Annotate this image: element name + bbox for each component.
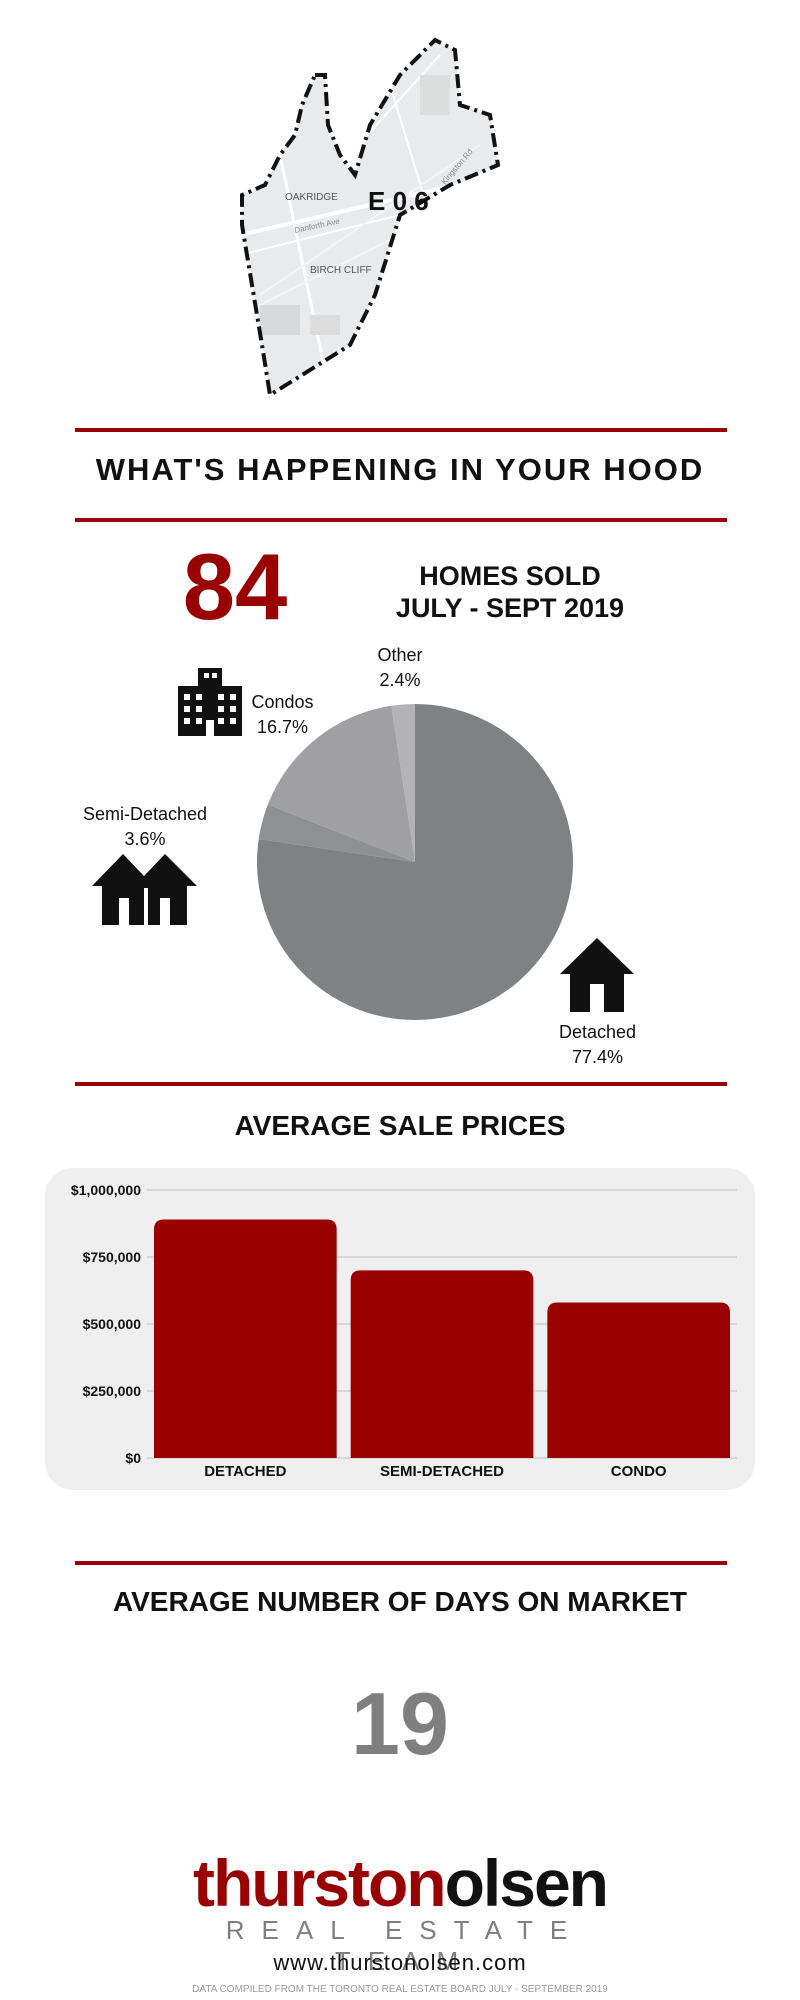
divider-prices (75, 1082, 727, 1086)
y-tick-label: $0 (125, 1450, 141, 1466)
headline: WHAT'S HAPPENING IN YOUR HOOD (95, 452, 705, 487)
pie-label-detached-name: Detached (558, 1022, 637, 1042)
home-type-pie-chart (257, 704, 573, 1020)
y-tick-label: $500,000 (83, 1316, 142, 1332)
pie-label-condos-pct: 16.7% (256, 717, 309, 738)
pie-label-other: Other 2.4% (360, 643, 440, 693)
y-tick-label: $1,000,000 (71, 1182, 141, 1198)
detached-house-icon (560, 938, 634, 1012)
pie-label-condos: Condos 16.7% (245, 690, 320, 740)
logo: thurstonolsen (0, 1850, 800, 1916)
divider-days (75, 1561, 727, 1565)
x-tick-label: DETACHED (204, 1463, 286, 1480)
homes-sold-count: 84 (182, 534, 288, 639)
homes-sold-period: JULY - SEPT 2019 (395, 593, 625, 623)
pie-slice-other (391, 704, 415, 862)
pie-label-other-pct: 2.4% (379, 670, 421, 691)
district-code: E 0 6 (368, 186, 429, 216)
homes-sold-label: HOMES SOLD (419, 561, 601, 591)
pie-label-other-name: Other (377, 645, 423, 665)
avg-sale-bar-chart: $0 $250,000 $500,000 $750,000 $1,000,000 DETA… (71, 1182, 737, 1480)
bar-chart-panel: $0 $250,000 $500,000 $750,000 $1,000,000 DETA… (45, 1168, 755, 1490)
pie-slice-condos (267, 705, 415, 862)
district-boundary (240, 37, 501, 399)
pie-slice-semi-detached (258, 804, 415, 862)
x-tick-label: SEMI-DETACHED (380, 1463, 504, 1480)
pie-label-semi-pct: 3.6% (124, 829, 166, 850)
y-tick-label: $750,000 (83, 1249, 142, 1265)
condo-building-icon (178, 668, 242, 736)
district-map: OAKRIDGE BIRCH CLIFF Danforth Ave Kingst… (240, 37, 501, 399)
data-source-footnote: DATA COMPILED FROM THE TORONTO REAL ESTA… (192, 1984, 608, 1995)
logo-part-thurston: thurston (193, 1846, 447, 1920)
semi-detached-house-icon (92, 854, 197, 925)
bar-semi-detached (350, 1270, 534, 1458)
logo-part-olsen: olsen (444, 1846, 609, 1920)
pie-label-semi-name: Semi-Detached (82, 804, 208, 824)
logo-tagline: REAL ESTATE TEAM (225, 1915, 585, 1976)
website-link[interactable]: www.thurstonolsen.com (273, 1950, 527, 1975)
pie-label-condos-name: Condos (251, 692, 314, 712)
divider-headline (75, 518, 727, 522)
map-label-birch-cliff: BIRCH CLIFF (310, 265, 372, 276)
divider-top (75, 428, 727, 432)
y-tick-label: $250,000 (83, 1383, 142, 1399)
bar-condo (547, 1302, 730, 1458)
days-title: AVERAGE NUMBER OF DAYS ON MARKET (112, 1586, 688, 1617)
map-label-oakridge: OAKRIDGE (285, 192, 338, 203)
x-tick-label: CONDO (611, 1463, 667, 1480)
pie-label-semi: Semi-Detached 3.6% (70, 802, 220, 852)
pie-label-detached-pct: 77.4% (571, 1047, 624, 1068)
pie-label-detached: Detached 77.4% (540, 1020, 655, 1070)
bar-detached (154, 1219, 337, 1458)
avg-sale-title: AVERAGE SALE PRICES (234, 1110, 566, 1141)
days-on-market-value: 19 (351, 1674, 449, 1773)
